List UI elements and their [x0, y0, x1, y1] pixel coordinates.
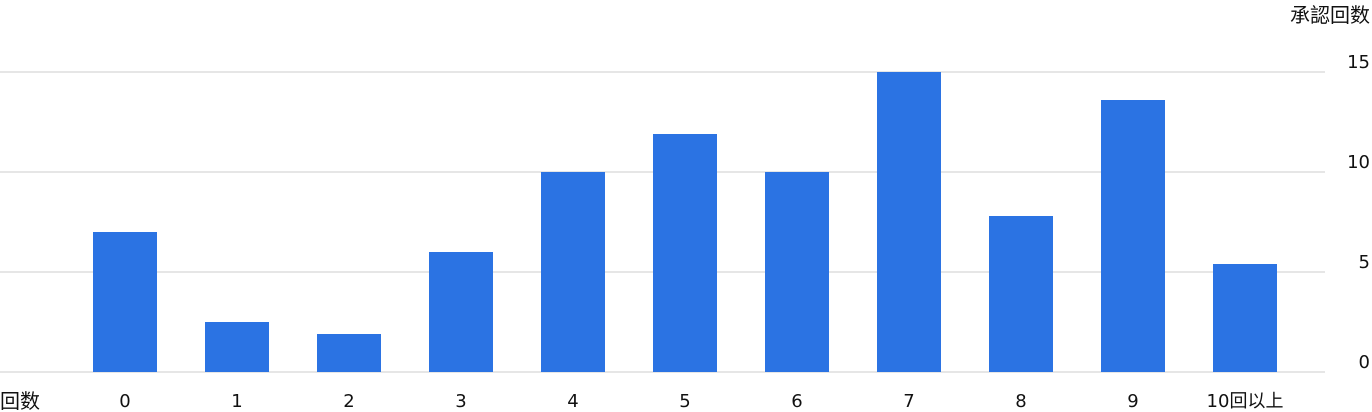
- bar: [317, 334, 381, 372]
- x-tick-label: 1: [231, 391, 242, 412]
- bar-layer: [93, 72, 1277, 372]
- x-tick-label: 4: [567, 391, 578, 412]
- x-axis-title: 回数: [0, 389, 40, 412]
- bar: [93, 232, 157, 372]
- x-tick-label: 0: [119, 391, 130, 412]
- y-tick-label: 15: [1347, 52, 1370, 73]
- bar: [1101, 100, 1165, 372]
- x-tick-layer: 0 1 2 3 4 5 6 7 8 9 10回以上: [119, 391, 1283, 412]
- y-axis-title: 承認回数: [1290, 3, 1370, 27]
- x-tick-label: 8: [1015, 391, 1026, 412]
- y-tick-label: 0: [1359, 352, 1370, 373]
- bar: [765, 172, 829, 372]
- bar: [429, 252, 493, 372]
- x-tick-label: 5: [679, 391, 690, 412]
- bar: [205, 322, 269, 372]
- bar: [989, 216, 1053, 372]
- x-tick-label: 3: [455, 391, 466, 412]
- y-tick-label: 10: [1347, 152, 1370, 173]
- bar: [653, 134, 717, 372]
- bar: [1213, 264, 1277, 372]
- x-tick-label: 2: [343, 391, 354, 412]
- bar: [877, 72, 941, 372]
- y-tick-label: 5: [1359, 252, 1370, 273]
- bar: [541, 172, 605, 372]
- y-tick-layer: 0 5 10 15: [1347, 52, 1370, 373]
- x-tick-label: 9: [1127, 391, 1138, 412]
- x-tick-label: 10回以上: [1207, 391, 1284, 412]
- x-tick-label: 7: [903, 391, 914, 412]
- x-tick-label: 6: [791, 391, 802, 412]
